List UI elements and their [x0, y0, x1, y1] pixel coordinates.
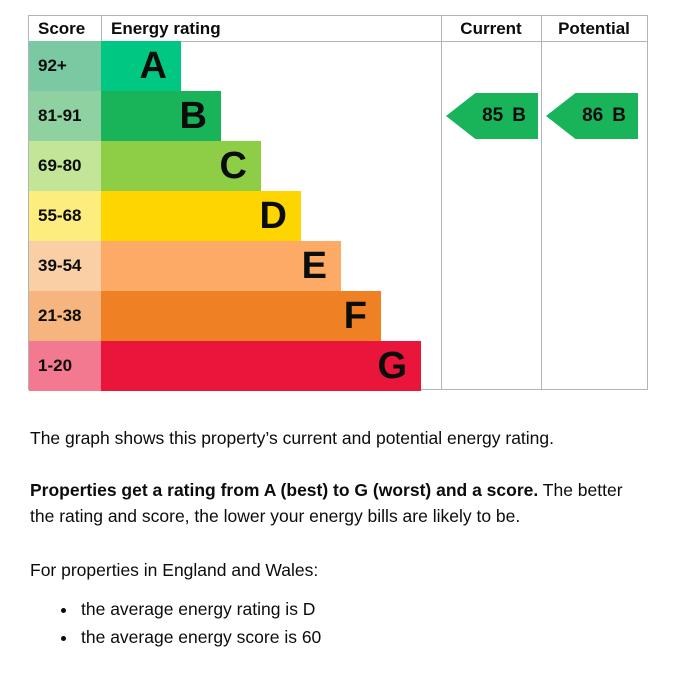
chart-header-row: Score Energy rating Current Potential	[29, 16, 647, 42]
band-row-g: 1-20 G	[29, 341, 441, 391]
band-row-a: 92+ A	[29, 41, 441, 91]
band-e-bar: E	[101, 241, 341, 291]
score-column-divider	[101, 16, 102, 41]
region-intro-paragraph: For properties in England and Wales:	[30, 560, 319, 581]
band-d-score-range: 55-68	[38, 206, 82, 225]
current-rating-score: 85	[482, 105, 504, 126]
band-row-c: 69-80 C	[29, 141, 441, 191]
band-c-letter: C	[219, 145, 247, 187]
band-b-score-cell: 81-91	[29, 91, 101, 141]
rating-explanation-rest: The better the rating and score, the low…	[30, 480, 623, 526]
band-row-e: 39-54 E	[29, 241, 441, 291]
band-a-score-cell: 92+	[29, 41, 101, 91]
current-rating-band: B	[512, 105, 526, 126]
band-e-score-cell: 39-54	[29, 241, 101, 291]
band-c-bar: C	[101, 141, 261, 191]
band-f-score-range: 21-38	[38, 306, 82, 325]
averages-list: the average energy rating is D the avera…	[30, 597, 648, 651]
band-b-score-range: 81-91	[38, 106, 82, 125]
band-row-f: 21-38 F	[29, 291, 441, 341]
band-d-score-cell: 55-68	[29, 191, 101, 241]
band-e-letter: E	[301, 245, 327, 287]
potential-rating-score: 86	[582, 105, 604, 126]
band-d-letter: D	[259, 195, 287, 237]
current-rating-arrow: 85 B	[446, 93, 538, 139]
band-g-score-cell: 1-20	[29, 341, 101, 391]
band-a-bar: A	[101, 41, 181, 91]
band-a-score-range: 92+	[38, 56, 67, 75]
band-d-bar: D	[101, 191, 301, 241]
band-f-bar: F	[101, 291, 381, 341]
potential-rating-arrow: 86 B	[546, 93, 638, 139]
band-b-bar: B	[101, 91, 221, 141]
chart-description: The graph shows this property’s current …	[30, 426, 648, 650]
energy-rating-column-header: Energy rating	[111, 19, 221, 38]
current-column-header: Current	[460, 19, 522, 38]
band-row-b: 81-91 B	[29, 91, 441, 141]
band-g-score-range: 1-20	[38, 356, 73, 375]
band-f-letter: F	[343, 295, 367, 337]
band-b-letter: B	[179, 95, 207, 137]
rating-explanation-paragraph: Properties get a rating from A (best) to…	[30, 478, 648, 529]
score-column-header: Score	[38, 19, 86, 38]
band-e-score-range: 39-54	[38, 256, 82, 275]
current-column-divider	[441, 16, 442, 389]
band-c-score-cell: 69-80	[29, 141, 101, 191]
band-a-letter: A	[139, 45, 167, 87]
potential-column-divider	[541, 16, 542, 389]
band-g-bar: G	[101, 341, 421, 391]
band-f-score-cell: 21-38	[29, 291, 101, 341]
average-score-item: the average energy score is 60	[78, 625, 648, 650]
intro-paragraph: The graph shows this property’s current …	[30, 428, 555, 448]
rating-explanation-bold: Properties get a rating from A (best) to…	[30, 480, 539, 501]
band-row-d: 55-68 D	[29, 191, 441, 241]
average-rating-item: the average energy rating is D	[78, 597, 648, 622]
potential-column-header: Potential	[558, 19, 630, 38]
band-c-score-range: 69-80	[38, 156, 82, 175]
band-rows: 92+ A 81-91 B 69-80 C 55-68	[29, 41, 441, 391]
energy-rating-chart: Score Energy rating Current Potential 92…	[28, 15, 648, 391]
potential-rating-band: B	[612, 105, 626, 126]
band-g-letter: G	[377, 345, 407, 387]
